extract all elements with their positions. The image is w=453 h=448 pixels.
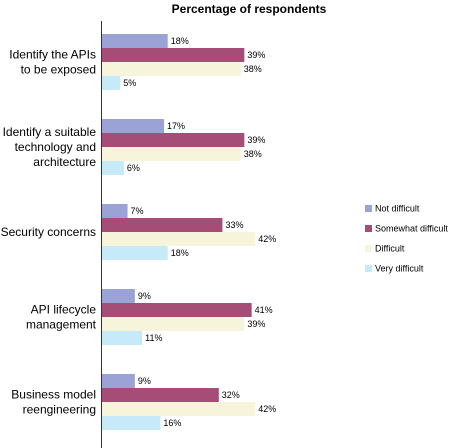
bar bbox=[102, 48, 245, 62]
bar bbox=[102, 289, 135, 303]
data-label: 18% bbox=[171, 36, 189, 46]
bar bbox=[102, 331, 143, 345]
data-label: 9% bbox=[138, 291, 151, 301]
data-label: 38% bbox=[244, 149, 262, 159]
bar bbox=[102, 317, 245, 331]
legend-swatch bbox=[365, 245, 372, 252]
bar bbox=[102, 374, 135, 388]
bar bbox=[102, 416, 161, 430]
bar bbox=[102, 119, 165, 133]
bar bbox=[102, 76, 121, 90]
data-label: 7% bbox=[131, 206, 144, 216]
data-label: 5% bbox=[123, 78, 136, 88]
chart-title: Percentage of respondents bbox=[172, 2, 327, 16]
legend-swatch bbox=[365, 265, 372, 272]
bars-layer: 18% 39% 38% 5% 17% 39% 38% 6% 7% 33% 42% 18% 9% 41% 39… bbox=[102, 34, 276, 430]
data-label: 41% bbox=[255, 305, 273, 315]
bar bbox=[102, 133, 245, 147]
bar bbox=[102, 161, 124, 175]
data-label: 38% bbox=[244, 64, 262, 74]
legend-label: Very difficult bbox=[375, 264, 424, 274]
legend-swatch bbox=[365, 205, 372, 212]
legend: Not difficult Somewhat difficult Difficult… bbox=[365, 204, 448, 274]
bar bbox=[102, 62, 241, 76]
bar bbox=[102, 402, 256, 416]
bar bbox=[102, 218, 223, 232]
data-label: 42% bbox=[258, 234, 276, 244]
data-label: 11% bbox=[145, 333, 162, 343]
bar bbox=[102, 34, 168, 48]
data-label: 39% bbox=[247, 50, 265, 60]
category-label: Identify a suitable bbox=[3, 125, 97, 139]
category-label: to be exposed bbox=[21, 63, 96, 77]
data-label: 6% bbox=[127, 163, 140, 173]
legend-swatch bbox=[365, 225, 372, 232]
data-label: 39% bbox=[247, 135, 265, 145]
data-label: 32% bbox=[222, 390, 240, 400]
category-label: management bbox=[26, 318, 97, 332]
category-label: API lifecycle bbox=[31, 303, 97, 317]
data-label: 18% bbox=[171, 248, 189, 258]
category-label: Business model bbox=[11, 388, 96, 402]
bar bbox=[102, 388, 219, 402]
category-label: architecture bbox=[33, 155, 96, 169]
bar bbox=[102, 246, 168, 260]
category-label: Identify the APIs bbox=[9, 48, 96, 62]
bar bbox=[102, 204, 128, 218]
legend-label: Not difficult bbox=[375, 204, 420, 214]
bar bbox=[102, 147, 241, 161]
data-label: 33% bbox=[225, 220, 243, 230]
legend-label: Difficult bbox=[375, 244, 405, 254]
bar bbox=[102, 232, 256, 246]
data-label: 42% bbox=[258, 404, 276, 414]
data-label: 9% bbox=[138, 376, 151, 386]
data-label: 16% bbox=[163, 418, 181, 428]
legend-label: Somewhat difficult bbox=[375, 224, 448, 234]
category-label: Security concerns bbox=[1, 225, 96, 239]
bar bbox=[102, 303, 252, 317]
category-label: technology and bbox=[15, 140, 96, 154]
data-label: 17% bbox=[167, 121, 185, 131]
data-label: 39% bbox=[247, 319, 265, 329]
category-label: reengineering bbox=[23, 403, 96, 417]
